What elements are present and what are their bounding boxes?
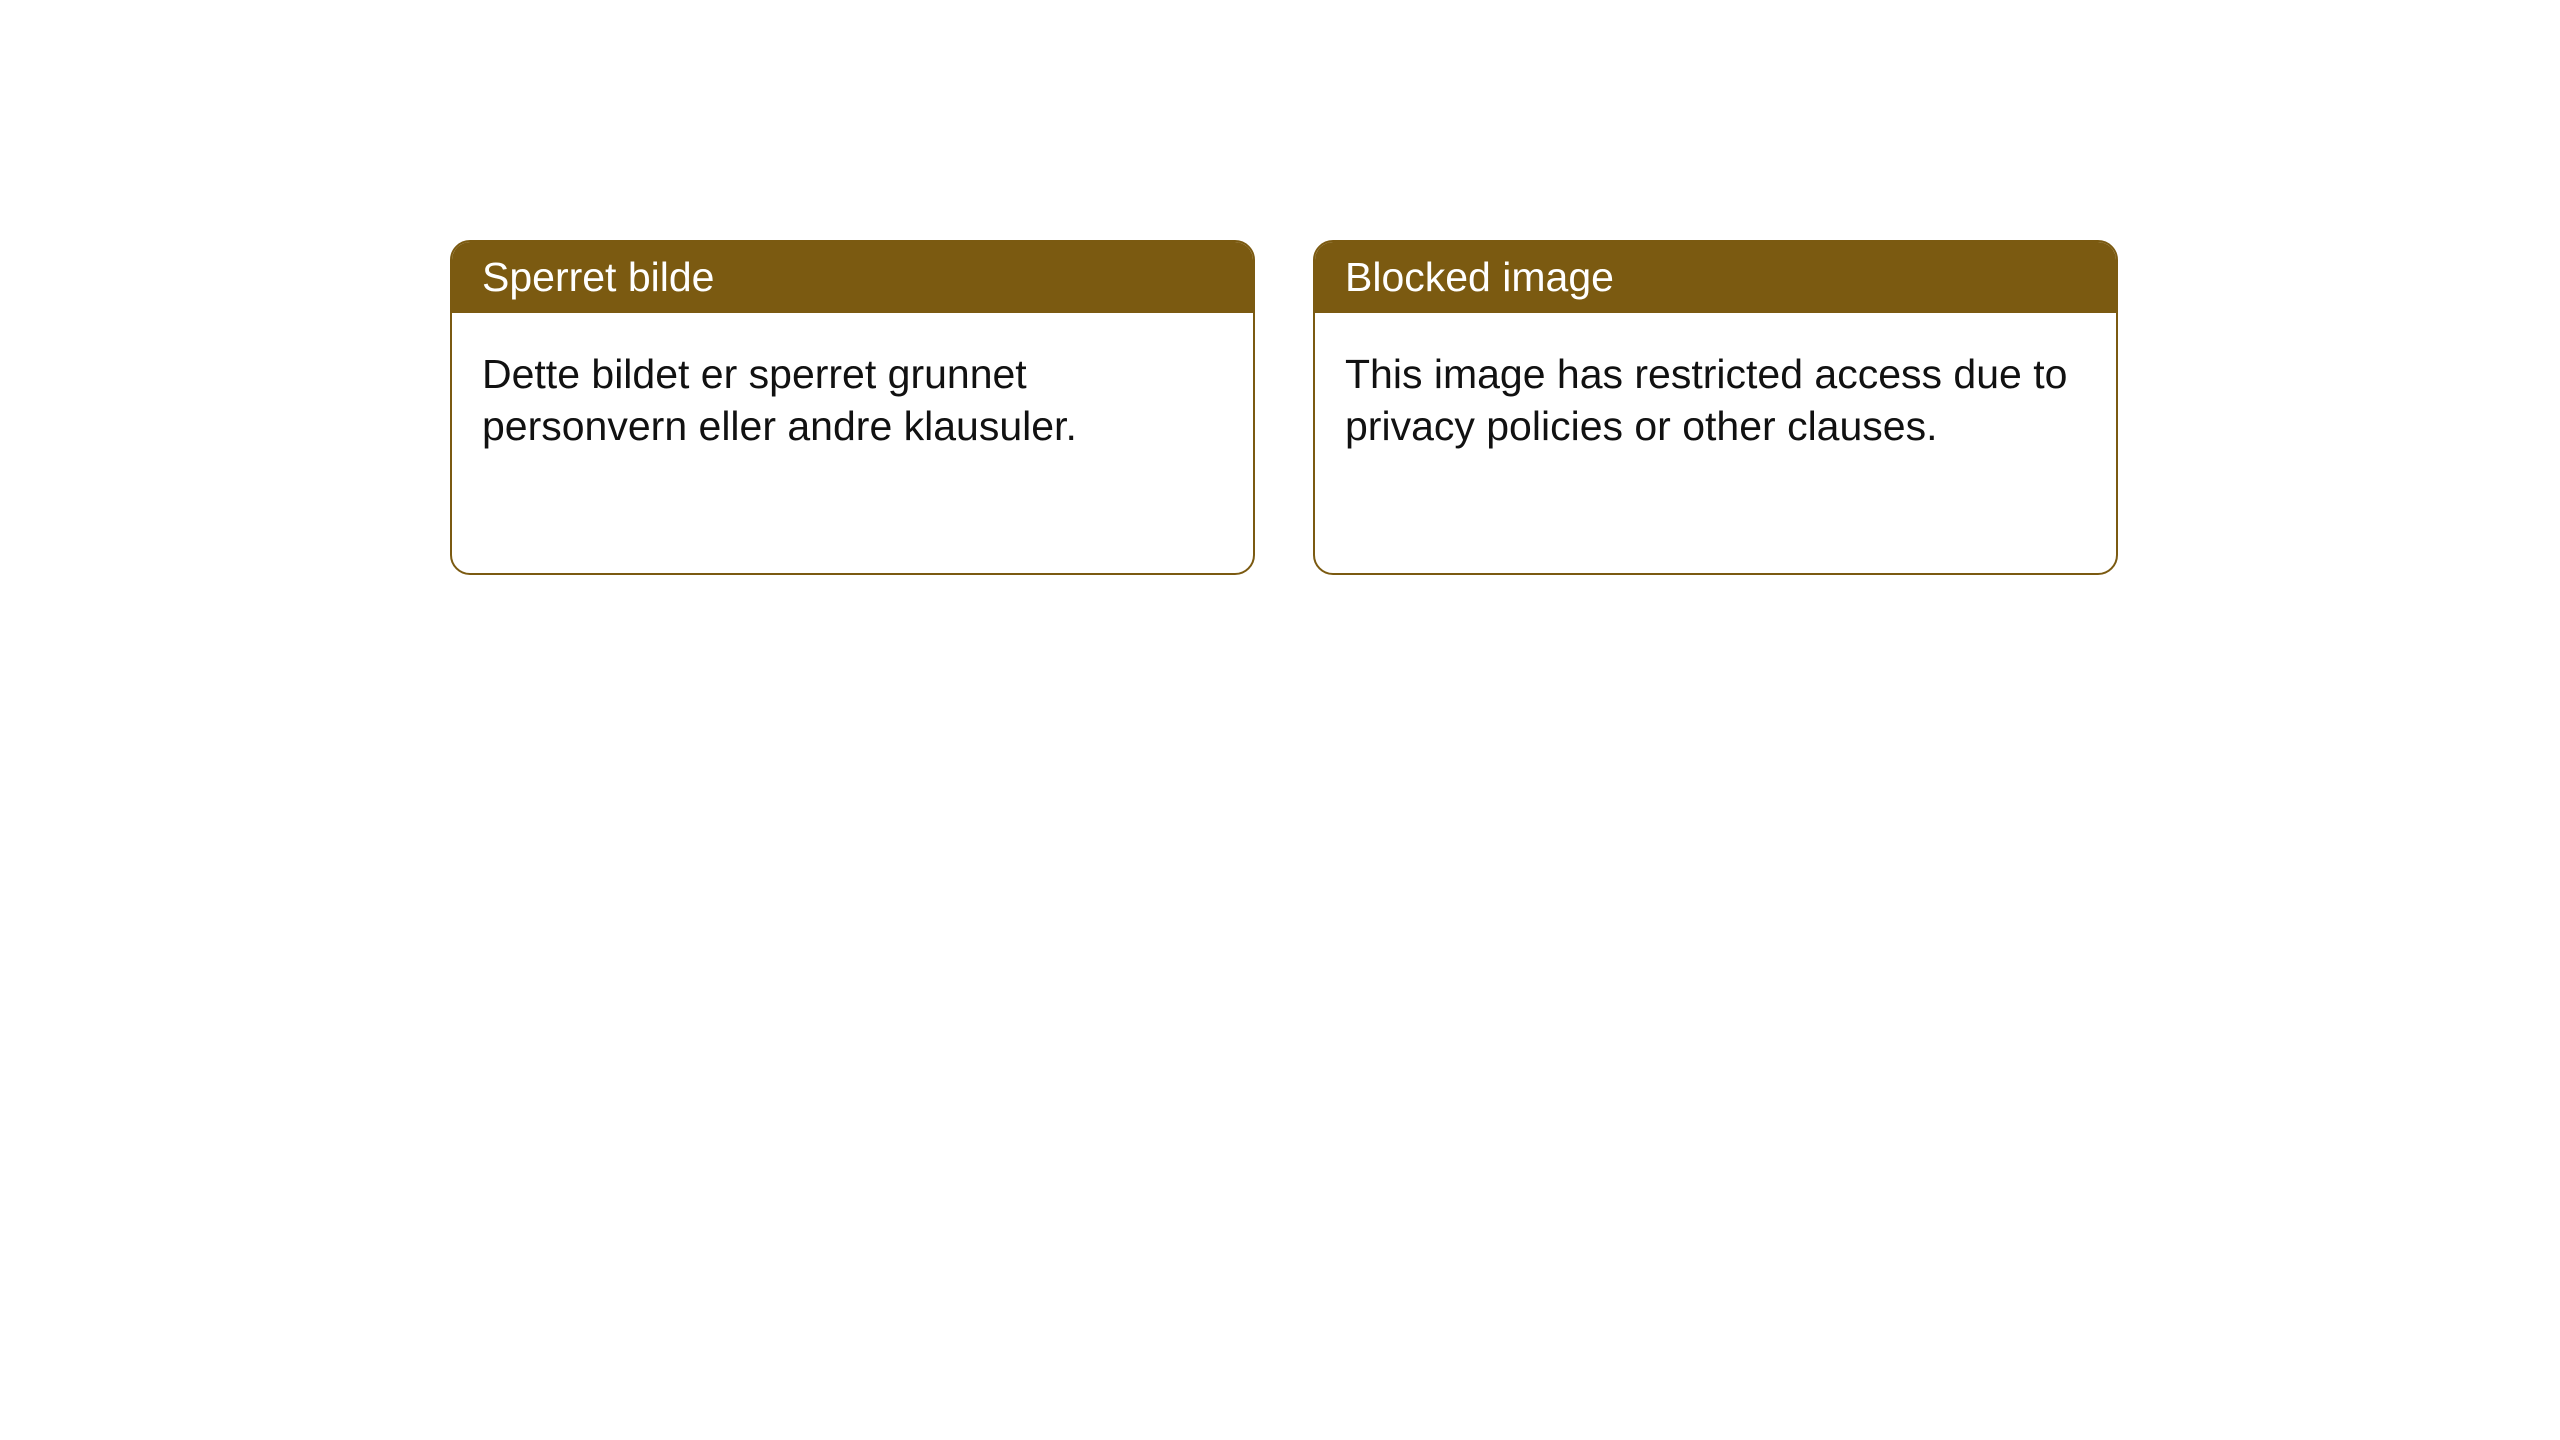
notice-card-norwegian: Sperret bilde Dette bildet er sperret gr… [450, 240, 1255, 575]
notice-card-english: Blocked image This image has restricted … [1313, 240, 2118, 575]
notice-body-text: This image has restricted access due to … [1345, 351, 2067, 449]
notice-container: Sperret bilde Dette bildet er sperret gr… [0, 0, 2560, 575]
notice-title: Blocked image [1345, 254, 1614, 300]
notice-body: This image has restricted access due to … [1315, 313, 2116, 488]
notice-title: Sperret bilde [482, 254, 714, 300]
notice-body: Dette bildet er sperret grunnet personve… [452, 313, 1253, 488]
notice-header: Blocked image [1315, 242, 2116, 313]
notice-header: Sperret bilde [452, 242, 1253, 313]
notice-body-text: Dette bildet er sperret grunnet personve… [482, 351, 1077, 449]
